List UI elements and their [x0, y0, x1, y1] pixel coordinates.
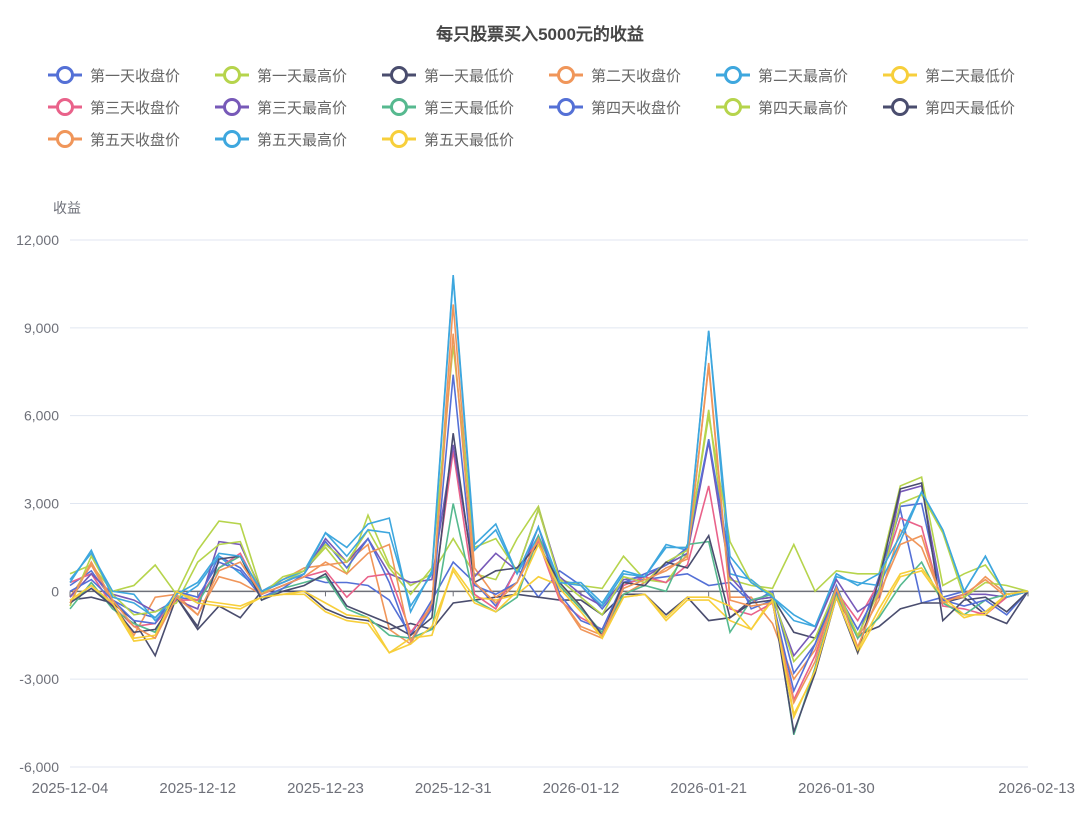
y-tick-label: 0	[51, 583, 59, 599]
legend-label: 第五天收盘价	[90, 130, 181, 149]
legend-label: 第四天最高价	[758, 98, 849, 117]
legend-label: 第三天收盘价	[90, 98, 181, 117]
legend-item[interactable]: 第四天最低价	[881, 95, 1015, 119]
series-line[interactable]	[69, 278, 1029, 628]
legend-item[interactable]: 第三天最低价	[380, 95, 514, 119]
legend-line-circle-icon	[48, 98, 82, 116]
series-line[interactable]	[69, 345, 1029, 664]
legend-line-circle-icon	[215, 130, 249, 148]
chart-title: 每只股票买入5000元的收益	[436, 25, 644, 44]
legend-line-circle-icon	[549, 98, 583, 116]
gridlines	[70, 239, 1028, 768]
series-line[interactable]	[69, 333, 1029, 705]
legend-line-circle-icon	[549, 66, 583, 84]
x-tick-label: 2025-12-12	[159, 780, 236, 797]
legend-item[interactable]: 第三天最高价	[213, 95, 347, 119]
legend-line-circle-icon	[716, 98, 750, 116]
y-tick-label: 3,000	[24, 496, 59, 512]
y-axis-label: 收益	[53, 201, 81, 217]
legend-label: 第三天最高价	[257, 98, 348, 117]
legend-line-circle-icon	[382, 66, 416, 84]
x-tick-label: 2026-01-12	[543, 780, 620, 797]
legend-line-circle-icon	[48, 66, 82, 84]
legend-item[interactable]: 第五天收盘价	[46, 127, 180, 151]
legend-item[interactable]: 第一天最低价	[380, 63, 514, 87]
legend-label: 第三天最低价	[424, 98, 515, 117]
legend-item[interactable]: 第五天最低价	[380, 127, 514, 151]
x-tick-label: 2025-12-31	[415, 780, 492, 797]
y-tick-label: -6,000	[19, 759, 59, 775]
legend-label: 第一天最低价	[424, 66, 515, 85]
legend-item[interactable]: 第一天收盘价	[46, 63, 180, 87]
x-tick-label: 2026-01-30	[798, 780, 875, 797]
legend-line-circle-icon	[215, 98, 249, 116]
legend-label: 第二天收盘价	[591, 66, 682, 85]
legend-item[interactable]: 第三天收盘价	[46, 95, 180, 119]
series-line[interactable]	[69, 450, 1029, 703]
legend-line-circle-icon	[215, 66, 249, 84]
legend-item[interactable]: 第二天收盘价	[547, 63, 681, 87]
legend-label: 第一天收盘价	[90, 66, 181, 85]
legend-label: 第二天最高价	[758, 66, 849, 85]
y-tick-label: 12,000	[16, 232, 59, 248]
x-tick-label: 2025-12-04	[32, 780, 109, 797]
legend-item[interactable]: 第一天最高价	[213, 63, 347, 87]
legend-label: 第一天最高价	[257, 66, 348, 85]
legend-item[interactable]: 第四天收盘价	[547, 95, 681, 119]
legend-item[interactable]: 第五天最高价	[213, 127, 347, 151]
legend-line-circle-icon	[382, 98, 416, 116]
series-lines	[69, 275, 1029, 736]
legend-item[interactable]: 第二天最低价	[881, 63, 1015, 87]
series-line[interactable]	[69, 374, 1029, 694]
legend-item[interactable]: 第四天最高价	[714, 95, 848, 119]
y-tick-label: 6,000	[24, 408, 59, 424]
series-line[interactable]	[69, 566, 1029, 717]
legend-label: 第五天最低价	[424, 130, 515, 149]
y-axis-ticks: 12,000 9,000 6,000 3,000 0 -3,000 -6,000	[16, 232, 59, 775]
x-axis: 2025-12-04 2025-12-12 2025-12-23 2025-12-31…	[32, 590, 1075, 797]
x-tick-label: 2026-02-13	[998, 780, 1075, 797]
y-tick-label: -3,000	[19, 671, 59, 687]
legend-line-circle-icon	[382, 130, 416, 148]
legend-label: 第四天收盘价	[591, 98, 682, 117]
x-tick-label: 2026-01-21	[670, 780, 747, 797]
legend-label: 第二天最低价	[925, 66, 1016, 85]
legend-line-circle-icon	[883, 98, 917, 116]
legend-item[interactable]: 第二天最高价	[714, 63, 848, 87]
series-line[interactable]	[69, 542, 1029, 720]
legend-label: 第五天最高价	[257, 130, 348, 149]
series-line[interactable]	[69, 433, 1029, 736]
x-tick-label: 2025-12-23	[287, 780, 364, 797]
legend-line-circle-icon	[716, 66, 750, 84]
legend-label: 第四天最低价	[925, 98, 1016, 117]
legend-line-circle-icon	[883, 66, 917, 84]
y-tick-label: 9,000	[24, 320, 59, 336]
legend-line-circle-icon	[48, 130, 82, 148]
series-line[interactable]	[69, 503, 1029, 736]
